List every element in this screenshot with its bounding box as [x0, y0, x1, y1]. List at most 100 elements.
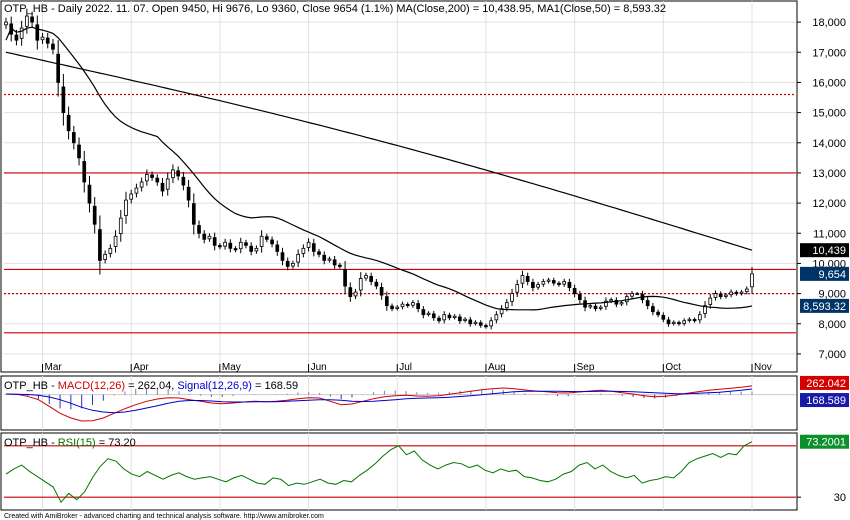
price-x-tick-label: Mar [45, 362, 63, 373]
candle-body [165, 178, 170, 190]
candle-body [301, 247, 306, 254]
candle-body [291, 263, 295, 267]
candle-body [56, 53, 61, 83]
candle-body [405, 303, 410, 307]
candle-body [515, 284, 520, 293]
macd-badge-bg [800, 375, 849, 390]
candle-body [551, 280, 556, 284]
price-y-tick-label: 11,000 [813, 228, 846, 240]
price-y-tick-label: 15,000 [812, 108, 846, 120]
candle-body [536, 284, 540, 288]
candle-body [734, 291, 739, 294]
candle-body [191, 203, 196, 225]
candle-body [499, 308, 504, 315]
price-x-tick-label: Oct [665, 362, 681, 373]
candle-body [82, 161, 87, 183]
candle-body [212, 237, 217, 246]
candle-body [207, 235, 212, 240]
candle-body [468, 319, 473, 325]
candle-body [134, 187, 139, 194]
candle-body [739, 291, 744, 294]
candle-body [77, 144, 81, 159]
candle-body [431, 313, 436, 319]
candle-body [249, 245, 254, 252]
candle-body [697, 314, 702, 321]
candle-body [541, 281, 546, 285]
rsi-header: OTP_HB - RSI(15) = 73.20 [4, 437, 136, 449]
candle-body [108, 247, 113, 254]
signal-label: Signal(12,26,9) [177, 380, 252, 392]
price-x-tick-label: Apr [133, 362, 149, 373]
candle-body [656, 311, 660, 316]
price-y-tick-label: 16,000 [812, 77, 846, 89]
candle-body [353, 291, 358, 297]
candle-body [233, 248, 238, 251]
candle-body [374, 281, 379, 287]
price-badge-1-label: 9,654 [818, 269, 846, 281]
candle-body [713, 293, 718, 298]
candle-body [92, 205, 97, 225]
candle-body [546, 279, 551, 282]
price-value-badges: 10,439 9,654 8,593.32 [800, 243, 849, 313]
macd-header: OTP_HB - MACD(12,26) = 262.04, Signal(12… [4, 380, 298, 392]
price-y-tick-label: 7,000 [818, 349, 846, 361]
candle-body [369, 276, 374, 282]
candle-body [384, 296, 389, 307]
candle-body [25, 15, 29, 27]
candle-body [327, 258, 332, 261]
candle-body [98, 229, 102, 261]
price-x-tick-label: Sep [577, 362, 595, 373]
candle-body [306, 241, 311, 248]
candle-body [609, 299, 613, 302]
candle-body [61, 86, 66, 113]
rsi-label: RSI(15) [58, 437, 96, 449]
candle-body [265, 236, 269, 240]
candle-body [202, 233, 207, 240]
candle-body [692, 319, 697, 322]
footer-credit: Created with AmiBroker - advanced charti… [4, 513, 324, 520]
price-x-tick-label: May [222, 362, 241, 373]
price-y-tick-label: 12,000 [812, 198, 846, 210]
candle-body [718, 293, 723, 298]
candle-body [557, 282, 561, 285]
candle-body [155, 177, 160, 183]
candle-body [103, 253, 107, 260]
macd-line [5, 385, 753, 422]
candle-body [525, 276, 530, 282]
rsi-value-badges: 73.2001 [800, 434, 849, 449]
ma200-line [5, 51, 753, 251]
candle-body [317, 251, 321, 255]
candle-body [40, 36, 45, 41]
candle-body [379, 287, 384, 296]
macd-badge-label: 262.042 [806, 378, 846, 390]
candle-body [593, 305, 598, 310]
candle-body [682, 320, 687, 324]
price-badge-2: 8,593.32 [800, 298, 849, 313]
candle-body [447, 314, 452, 319]
price-x-tick-label: Jul [399, 362, 412, 373]
price-x-axis: Mar Apr May Jun Jul Aug Sep Oct Nov [42, 362, 772, 373]
price-badge-0-label: 10,439 [812, 245, 846, 257]
candle-body [171, 169, 175, 179]
candle-body [426, 312, 431, 315]
rsi-badge-label: 73.2001 [806, 437, 846, 449]
candle-body [703, 305, 707, 314]
candle-body [296, 253, 300, 263]
candle-body [124, 199, 128, 216]
price-y-tick-label: 18,000 [812, 17, 846, 29]
candle-body [666, 319, 671, 325]
signal-line [5, 388, 753, 414]
price-y-tick-label: 17,000 [812, 47, 846, 59]
price-y-tick-label: 14,000 [812, 138, 846, 150]
candle-body [661, 314, 666, 320]
rsi-threshold-lines [4, 445, 796, 498]
candle-body [285, 260, 290, 267]
candle-body [604, 300, 608, 307]
candle-body [254, 247, 259, 252]
candle-body [687, 318, 692, 321]
candle-body [332, 259, 337, 266]
candle-body [598, 306, 603, 309]
candle-body [442, 314, 447, 321]
candle-body [244, 242, 248, 246]
candle-body [708, 297, 713, 305]
